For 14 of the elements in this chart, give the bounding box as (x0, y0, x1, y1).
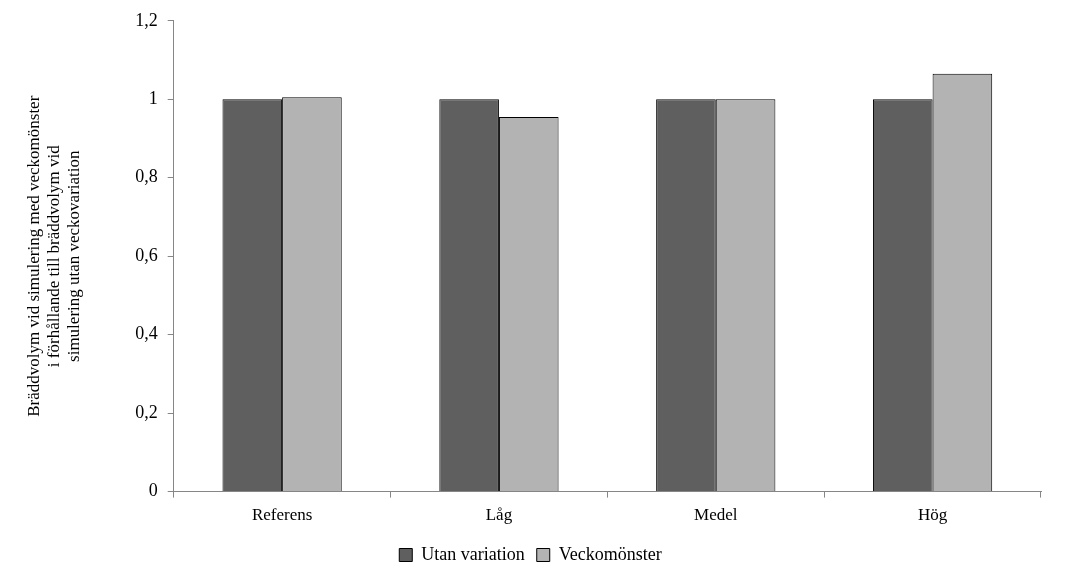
y-tick-label: 0,8 (135, 166, 158, 187)
y-tick-label: 0 (148, 480, 158, 501)
x-tick-label: Hög (917, 505, 948, 525)
y-tick-label: 0,4 (135, 323, 158, 344)
y-tick-label: 0,6 (135, 244, 158, 265)
x-tick-label: Medel (694, 505, 738, 525)
x-tick-label: Referens (251, 505, 313, 525)
y-tick-label: 0,2 (135, 401, 158, 422)
x-tick-label: Låg (485, 505, 513, 525)
y-tick-label: 1 (148, 88, 158, 108)
legend-label: Utan variation (421, 543, 525, 564)
y-axis-title: Bräddvolym vid simulering med veckomönster i förhållande till bräddvolym vid simulering utan veckovariation (23, 95, 84, 417)
y-tick-label: 1,2 (135, 9, 158, 30)
legend-label: Veckomönster (558, 543, 662, 564)
